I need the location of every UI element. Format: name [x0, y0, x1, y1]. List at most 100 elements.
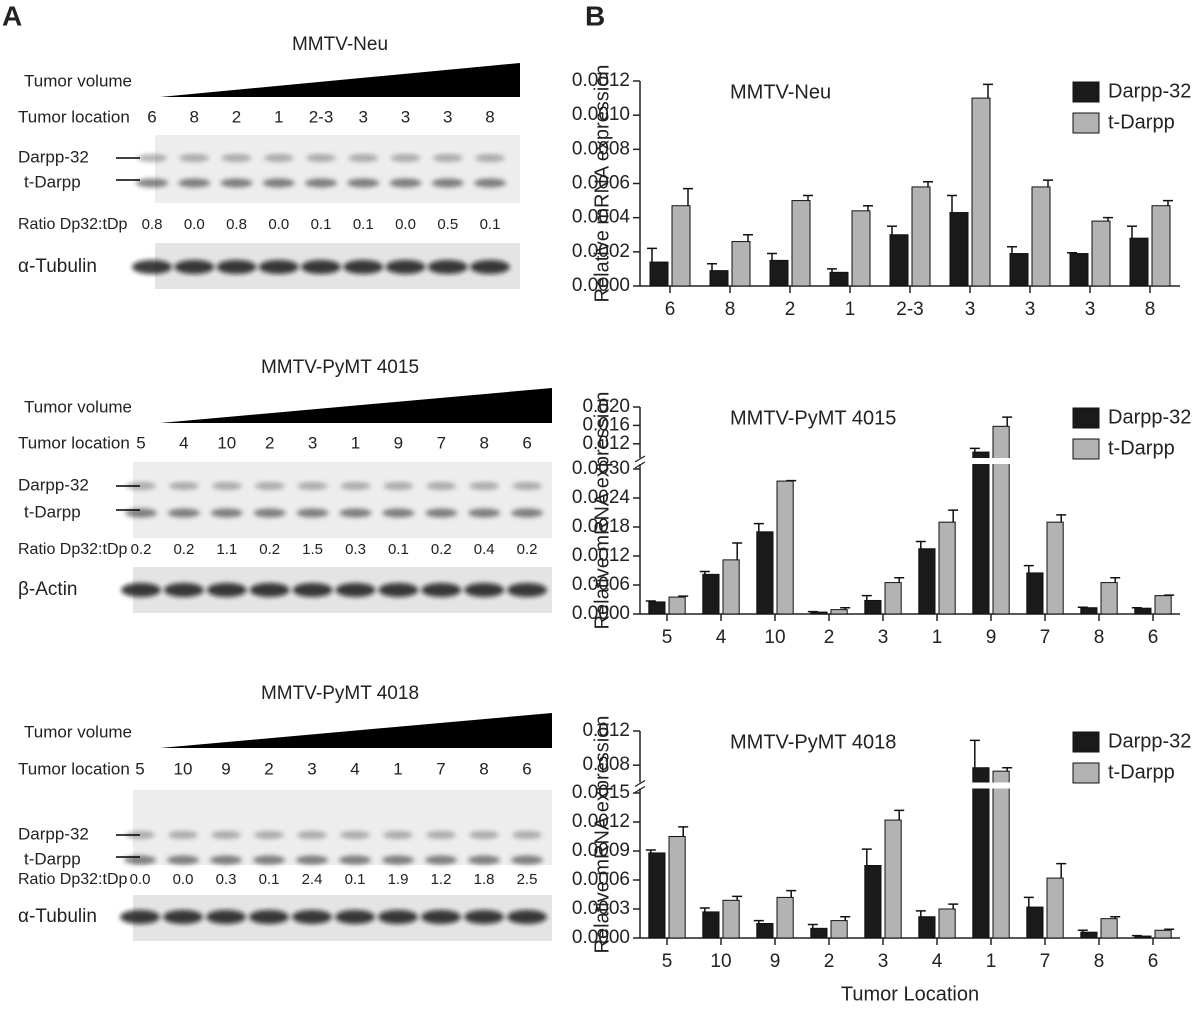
error-bar — [1110, 577, 1121, 583]
error-bar — [1056, 514, 1067, 523]
band — [468, 855, 500, 865]
bar — [830, 920, 848, 939]
bar — [668, 596, 686, 615]
bar — [889, 234, 909, 287]
lane-label: 8 — [485, 107, 494, 126]
blot-image — [133, 790, 552, 865]
legend-label: Darpp-32 — [1108, 406, 1191, 428]
error-bar — [807, 923, 818, 929]
x-tick-label: 4 — [716, 627, 727, 648]
error-bar — [1067, 251, 1077, 254]
bar — [769, 259, 789, 287]
band — [249, 910, 289, 924]
error-bar — [894, 809, 905, 821]
error-bar — [803, 194, 813, 201]
bar — [702, 911, 720, 939]
band — [174, 260, 215, 274]
lane-label: 6 — [147, 107, 156, 126]
ratio-value: 0.0 — [184, 216, 205, 233]
band — [507, 910, 547, 924]
x-tick-label: 10 — [764, 627, 785, 648]
bar — [830, 609, 848, 615]
bar — [938, 908, 956, 939]
band — [469, 831, 499, 839]
band — [221, 154, 252, 162]
x-tick-label: 6 — [1148, 627, 1159, 648]
band — [292, 583, 333, 597]
bar — [810, 927, 828, 939]
y-tick-label: 0.012 — [582, 720, 630, 741]
bar — [756, 923, 774, 939]
error-bar — [840, 915, 851, 921]
lane-label: 4 — [179, 433, 188, 452]
band — [167, 508, 200, 518]
error-bar — [1164, 928, 1175, 931]
ratio-value: 0.1 — [388, 541, 409, 558]
ratio-value: 1.2 — [431, 871, 452, 888]
x-tick-label: 4 — [932, 951, 943, 972]
lane-label: 2 — [265, 433, 274, 452]
band — [258, 260, 299, 274]
location-label: Tumor location — [18, 759, 130, 778]
error-bar — [863, 204, 873, 211]
bar — [791, 200, 811, 287]
band — [425, 508, 458, 518]
y-tick-label: 0.0006 — [572, 574, 630, 595]
y-tick-label: 0.0003 — [572, 898, 630, 919]
y-tick-label: 0.0015 — [572, 782, 630, 803]
location-label: Tumor location — [18, 433, 130, 452]
error-bar — [707, 263, 717, 271]
bar — [971, 97, 991, 287]
y-tick-label: 0.012 — [582, 433, 630, 454]
ratio-value: 1.1 — [216, 541, 237, 558]
lane-label: 10 — [174, 759, 193, 778]
x-tick-label: 1 — [932, 627, 943, 648]
lane-label: 8 — [190, 107, 199, 126]
band — [425, 855, 457, 865]
bar — [1080, 607, 1098, 615]
bar — [648, 601, 666, 615]
x-tick-label: 9 — [770, 951, 781, 972]
band — [347, 178, 380, 188]
lane-label: 6 — [522, 433, 531, 452]
x-tick-label: 10 — [710, 951, 731, 972]
y-tick-label: 0.0002 — [572, 241, 630, 262]
bar — [851, 210, 871, 287]
axis-break-mark — [634, 455, 646, 469]
error-bar — [923, 181, 933, 187]
y-tick-label: 0.0010 — [572, 104, 630, 125]
bar — [972, 451, 990, 615]
error-bar — [947, 194, 957, 213]
lane-label: 8 — [479, 433, 488, 452]
x-tick-label: 6 — [1148, 951, 1159, 972]
band — [390, 154, 421, 162]
error-bar — [647, 247, 657, 263]
band — [253, 855, 285, 865]
error-bar — [969, 447, 980, 453]
band — [383, 831, 413, 839]
y-tick-label: 0.0012 — [572, 811, 630, 832]
blot-title: MMTV-PyMT 4018 — [261, 683, 419, 704]
ratio-value: 0.3 — [216, 871, 237, 888]
band — [249, 583, 290, 597]
error-bar — [678, 826, 689, 837]
band — [340, 482, 371, 490]
bar — [1031, 186, 1051, 287]
y-tick-label: 0.0006 — [572, 869, 630, 890]
band — [432, 154, 463, 162]
x-tick-label: 1 — [986, 951, 997, 972]
legend-swatch — [1072, 438, 1100, 460]
error-bar — [1103, 216, 1113, 222]
band — [206, 583, 247, 597]
marker-label: t-Darpp — [24, 502, 81, 521]
lane-label: 3 — [443, 107, 452, 126]
ratio-value: 0.5 — [437, 216, 458, 233]
x-tick-label: 3 — [1085, 299, 1096, 320]
error-bar — [683, 187, 693, 206]
x-tick-label: 2 — [824, 627, 835, 648]
error-bar — [645, 600, 656, 602]
y-tick-label: 0.0024 — [572, 487, 631, 508]
bar — [1091, 220, 1111, 287]
error-bar — [1056, 862, 1067, 879]
bar — [1026, 906, 1044, 939]
